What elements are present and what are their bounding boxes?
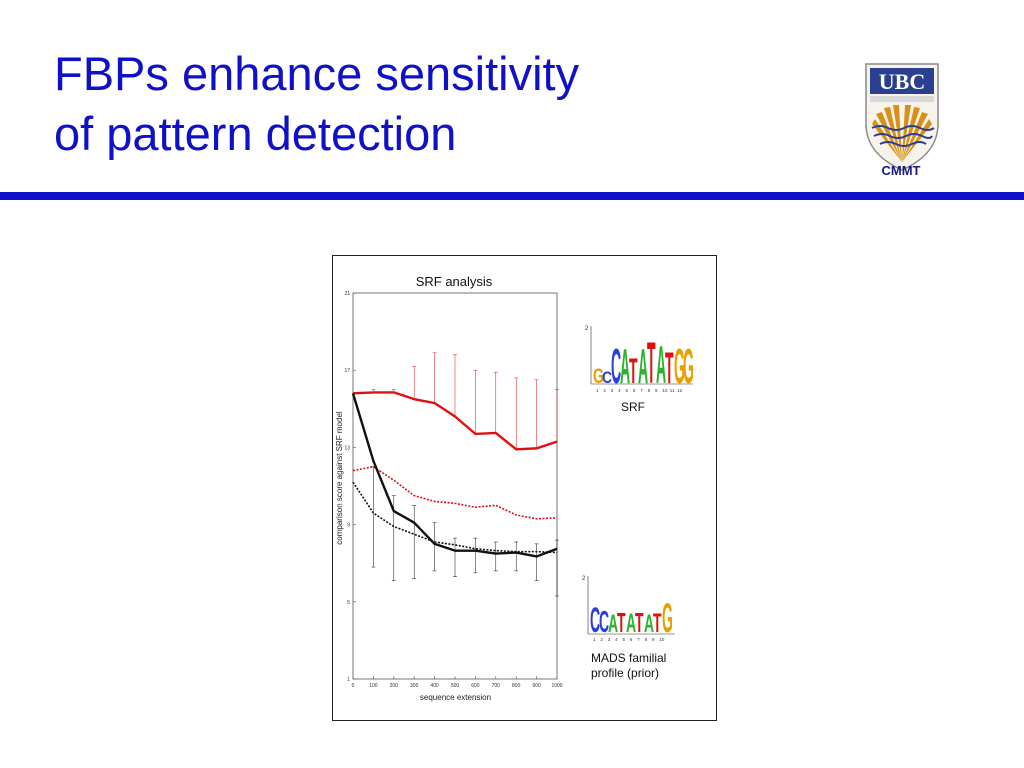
logo-position-label: 12 — [677, 388, 683, 393]
logo-position-label: 8 — [645, 637, 648, 642]
logo-letter: T — [629, 351, 638, 390]
x-tick-label: 1000 — [551, 683, 562, 689]
logo-position-label: 3 — [611, 388, 614, 393]
y-axis-label: comparison score against SRF model — [335, 411, 344, 545]
logo-letter: A — [638, 338, 648, 394]
logo-position-label: 2 — [600, 637, 603, 642]
y-tick-label: 5 — [347, 600, 350, 606]
x-tick-label: 900 — [532, 683, 541, 689]
y-tick-label: 17 — [344, 368, 350, 374]
logo-position-label: 6 — [633, 388, 636, 393]
logo-letter: A — [656, 336, 666, 395]
logo-letter: G — [593, 364, 604, 388]
logo-position-label: 1 — [596, 388, 599, 393]
mads-caption-line-2: profile (prior) — [591, 666, 660, 680]
y-tick-label: 1 — [347, 677, 350, 683]
logo-letter: A — [644, 611, 654, 638]
mads-caption-line-1: MADS familial — [591, 651, 667, 665]
logo-position-label: 7 — [640, 388, 643, 393]
logo-position-label: 9 — [652, 637, 655, 642]
x-tick-label: 400 — [430, 683, 439, 689]
logo-letter: C — [602, 369, 612, 387]
logo-position-label: 5 — [623, 637, 626, 642]
logo-letter: C — [590, 600, 600, 639]
logo-position-label: 8 — [648, 388, 651, 393]
x-axis-label: sequence extension — [419, 693, 492, 702]
x-tick-label: 200 — [390, 683, 399, 689]
logo-position-label: 6 — [630, 637, 633, 642]
logo-position-label: 7 — [637, 637, 640, 642]
slide-title: FBPs enhance sensitivity of pattern dete… — [54, 44, 579, 164]
logo-letter: C — [611, 338, 621, 394]
logo-position-label: 9 — [655, 388, 658, 393]
logo-letter: G — [683, 338, 694, 394]
y-tick-label: 9 — [347, 523, 350, 529]
logo-position-label: 5 — [626, 388, 629, 393]
series-line — [352, 391, 558, 451]
logo-unit-label: CMMT — [881, 163, 921, 178]
logo-letter: T — [635, 607, 644, 639]
series-line — [352, 465, 558, 520]
logo-letter: C — [599, 605, 609, 640]
x-tick-label: 600 — [471, 683, 480, 689]
mads-logo-y-tick: 2 — [582, 576, 586, 582]
mads-logo-caption: MADS familial profile (prior) — [591, 651, 701, 681]
x-tick-label: 0 — [352, 683, 355, 689]
title-divider — [0, 192, 1024, 200]
logo-letter: G — [674, 338, 685, 394]
logo-position-label: 10 — [659, 637, 665, 642]
srf-logo-caption: SRF — [621, 400, 645, 414]
logo-position-label: 3 — [608, 637, 611, 642]
logo-position-label: 10 — [662, 388, 668, 393]
x-tick-label: 100 — [369, 683, 378, 689]
figure-panel: 1 5 9 13 17 21 0 100 200 300 400 500 600 700 800 900 10… — [332, 255, 717, 721]
logo-position-label: 1 — [593, 637, 596, 642]
logo-letter: A — [608, 611, 618, 638]
logo-letter: A — [620, 338, 630, 394]
slide-title-line-1: FBPs enhance sensitivity — [54, 47, 580, 100]
series-line — [351, 393, 558, 558]
y-tick-label: 13 — [344, 445, 350, 451]
x-tick-label: 300 — [410, 683, 419, 689]
x-tick-label: 800 — [512, 683, 521, 689]
logo-position-label: 2 — [603, 388, 606, 393]
logo-letter: A — [626, 608, 636, 638]
logo-letter: T — [647, 331, 656, 397]
logo-position-label: 4 — [615, 637, 618, 642]
y-tick-label: 21 — [344, 291, 350, 297]
logo-letter: T — [653, 608, 662, 638]
logo-letter: T — [617, 607, 626, 639]
x-tick-label: 700 — [492, 683, 501, 689]
srf-logo-y-tick: 2 — [585, 326, 589, 332]
logo-letter: G — [662, 594, 673, 641]
x-tick-label: 500 — [451, 683, 460, 689]
chart-title: SRF analysis — [415, 274, 493, 289]
series-line — [352, 481, 558, 554]
ubc-logo-text: UBC — [879, 69, 925, 94]
logo-position-label: 11 — [670, 388, 675, 393]
ubc-crest-icon: UBC — [865, 63, 939, 171]
logo-letter: T — [665, 344, 674, 394]
slide-title-line-2: of pattern detection — [54, 107, 457, 160]
logo-position-label: 4 — [618, 388, 621, 393]
